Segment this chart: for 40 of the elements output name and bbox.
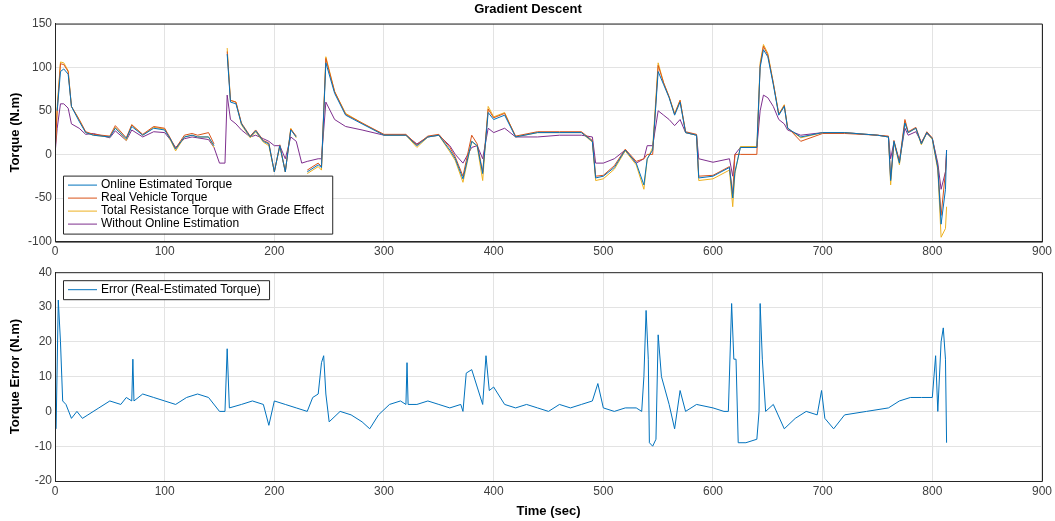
chart-title: Gradient Descent [474, 1, 583, 17]
x-tick-label: 500 [593, 244, 614, 259]
x-tick-label: 400 [483, 483, 504, 498]
x-tick-label: 200 [264, 483, 285, 498]
x-tick-label: 900 [1031, 244, 1053, 259]
x-axis-title: Time (sec) [516, 502, 581, 518]
x-tick-label: 600 [702, 483, 724, 498]
y-tick-label: -10 [34, 438, 53, 453]
y-tick-label: 0 [45, 403, 53, 418]
x-tick-label: 200 [264, 244, 285, 259]
y-tick-label: 50 [38, 103, 53, 118]
x-tick-label: 700 [812, 483, 833, 498]
legend-label: Real Vehicle Torque [101, 190, 208, 205]
y-tick-label: 150 [31, 15, 53, 30]
x-tick-label: 100 [154, 244, 175, 259]
y-tick-label: -100 [27, 233, 53, 248]
legend-label: Online Estimated Torque [101, 177, 233, 192]
y-tick-label: 20 [38, 334, 53, 349]
y-tick-label: 0 [45, 146, 53, 161]
x-tick-label: 800 [922, 483, 943, 498]
y-tick-label: -20 [34, 473, 53, 488]
y-tick-label: 10 [38, 368, 53, 383]
y-tick-label: 40 [38, 264, 53, 279]
x-tick-label: 400 [483, 244, 504, 259]
legend-label: Error (Real-Estimated Torque) [101, 282, 261, 297]
x-tick-label: 500 [593, 483, 614, 498]
x-tick-label: 600 [702, 244, 724, 259]
y-tick-label: -50 [34, 190, 53, 205]
x-tick-label: 300 [373, 244, 395, 259]
x-tick-label: 800 [922, 244, 943, 259]
y-axis-title: Torque Error (N.m) [7, 318, 23, 435]
x-tick-label: 700 [812, 244, 833, 259]
y-tick-label: 100 [31, 59, 53, 74]
x-tick-label: 900 [1031, 483, 1053, 498]
legend-label: Total Resistance Torque with Grade Effect [101, 203, 325, 218]
x-tick-label: 100 [154, 483, 175, 498]
y-tick-label: 30 [38, 299, 53, 314]
legend-label: Without Online Estimation [101, 216, 240, 231]
x-tick-label: 300 [373, 483, 395, 498]
y-axis-title: Torque (N.m) [7, 92, 23, 173]
